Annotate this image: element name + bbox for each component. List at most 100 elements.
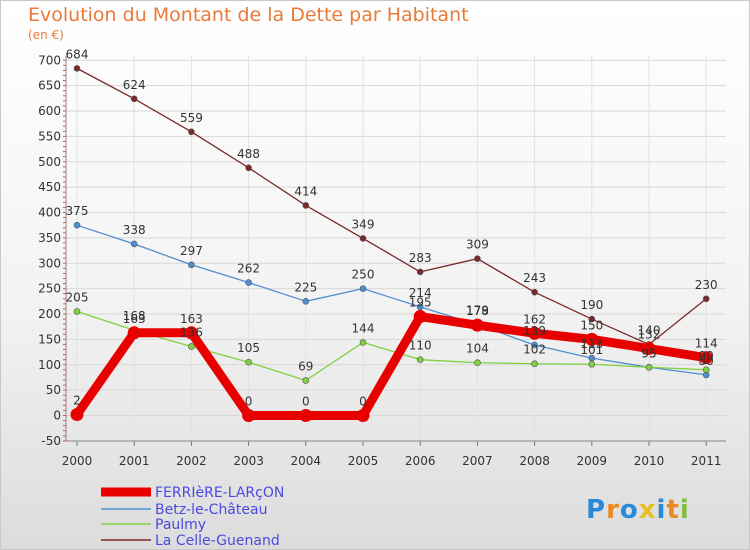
chart-title: Evolution du Montant de la Dette par Hab… xyxy=(28,4,469,26)
data-label: 163 xyxy=(123,312,146,326)
chart-unit: (en €) xyxy=(28,28,64,42)
y-tick-label: 200 xyxy=(38,307,61,321)
data-label: 95 xyxy=(641,346,656,360)
data-point xyxy=(356,409,370,422)
data-label: 179 xyxy=(466,304,489,318)
y-tick-label: 50 xyxy=(46,383,61,397)
proxiti-logo: Proxiti xyxy=(586,495,690,525)
data-label: 243 xyxy=(523,271,546,285)
data-label: 162 xyxy=(523,312,546,326)
logo-letter: t xyxy=(666,495,679,525)
data-label: 297 xyxy=(180,244,203,258)
data-label: 214 xyxy=(409,286,432,300)
y-tick-label: 250 xyxy=(38,282,61,296)
y-tick-label: 300 xyxy=(38,256,61,270)
data-label: 230 xyxy=(695,278,718,292)
data-point xyxy=(130,95,138,103)
series-line-0 xyxy=(72,312,711,420)
logo-letter: i xyxy=(680,495,690,525)
data-label: 132 xyxy=(638,328,661,342)
x-tick-label: 2009 xyxy=(577,454,608,468)
data-label: 684 xyxy=(66,47,89,61)
x-tick-label: 2006 xyxy=(405,454,436,468)
legend-label: Betz-le-Château xyxy=(155,502,267,518)
data-label: 0 xyxy=(302,395,310,409)
data-point xyxy=(531,360,538,368)
series-line-1 xyxy=(76,224,707,376)
data-label: 414 xyxy=(294,184,317,198)
x-tick-label: 2010 xyxy=(634,454,665,468)
data-point xyxy=(302,202,310,209)
data-point xyxy=(299,409,313,422)
data-label: 225 xyxy=(294,280,317,294)
data-point xyxy=(130,240,138,248)
data-label: 136 xyxy=(180,325,203,339)
data-label: 205 xyxy=(66,290,89,304)
y-tick-label: 600 xyxy=(38,104,61,118)
data-label: 178 xyxy=(466,304,489,318)
data-point xyxy=(474,359,481,367)
data-label: 283 xyxy=(409,251,432,265)
data-label: 114 xyxy=(695,337,718,351)
legend-label: Paulmy xyxy=(155,517,206,533)
data-point xyxy=(416,303,424,311)
logo-letter: x xyxy=(639,495,657,525)
data-point xyxy=(359,285,367,292)
data-point xyxy=(416,268,424,276)
data-point xyxy=(588,315,596,323)
data-label: 110 xyxy=(409,339,432,353)
y-tick-label: 100 xyxy=(38,358,61,372)
data-label: 0 xyxy=(359,395,367,409)
y-tick-label: 0 xyxy=(53,409,61,423)
data-label: 624 xyxy=(123,78,146,92)
data-label: 102 xyxy=(523,343,546,357)
data-point xyxy=(702,295,710,303)
series-line-2 xyxy=(76,310,707,382)
y-tick-label: 350 xyxy=(38,231,61,245)
y-tick-label: -50 xyxy=(41,434,61,448)
data-point xyxy=(413,310,427,324)
data-point xyxy=(245,358,252,366)
x-tick-label: 2005 xyxy=(348,454,379,468)
y-tick-label: 650 xyxy=(38,79,61,93)
data-label: 105 xyxy=(237,341,260,355)
x-tick-label: 2002 xyxy=(176,454,207,468)
data-label: 488 xyxy=(237,147,260,161)
data-point xyxy=(302,298,310,305)
data-point xyxy=(359,235,367,242)
data-label: 559 xyxy=(180,111,203,125)
x-tick-label: 2000 xyxy=(62,454,93,468)
data-point xyxy=(642,342,656,356)
data-label: 163 xyxy=(180,312,203,326)
data-label: 144 xyxy=(352,321,375,335)
data-label: 139 xyxy=(523,324,546,338)
data-label: 338 xyxy=(123,223,146,237)
data-label: 104 xyxy=(466,342,489,356)
logo-letter: o xyxy=(620,495,639,525)
data-label: 375 xyxy=(66,204,89,218)
axes: -500501001502002503003504004505005506006… xyxy=(38,53,726,468)
data-point xyxy=(245,279,252,286)
x-tick-label: 2001 xyxy=(119,454,150,468)
data-point xyxy=(699,351,713,365)
x-tick-label: 2004 xyxy=(291,454,322,468)
data-point xyxy=(188,343,195,350)
value-labels: 684 624 559 488 414 349 283 309 243 190 140 230 375 3… xyxy=(66,47,718,408)
data-point xyxy=(188,261,195,269)
data-label: 95 xyxy=(641,346,656,360)
data-point xyxy=(474,255,481,262)
data-label: 349 xyxy=(352,217,375,231)
legend-label: FERRIèRE-LARçON xyxy=(155,485,284,501)
data-point xyxy=(184,326,198,340)
x-tick-label: 2011 xyxy=(691,454,722,468)
data-point xyxy=(245,164,252,172)
logo-letter: i xyxy=(657,495,667,525)
data-label: 113 xyxy=(580,337,603,351)
data-label: 101 xyxy=(580,343,603,357)
data-label: 250 xyxy=(352,268,375,282)
data-point xyxy=(528,326,542,340)
y-tick-label: 450 xyxy=(38,180,61,194)
